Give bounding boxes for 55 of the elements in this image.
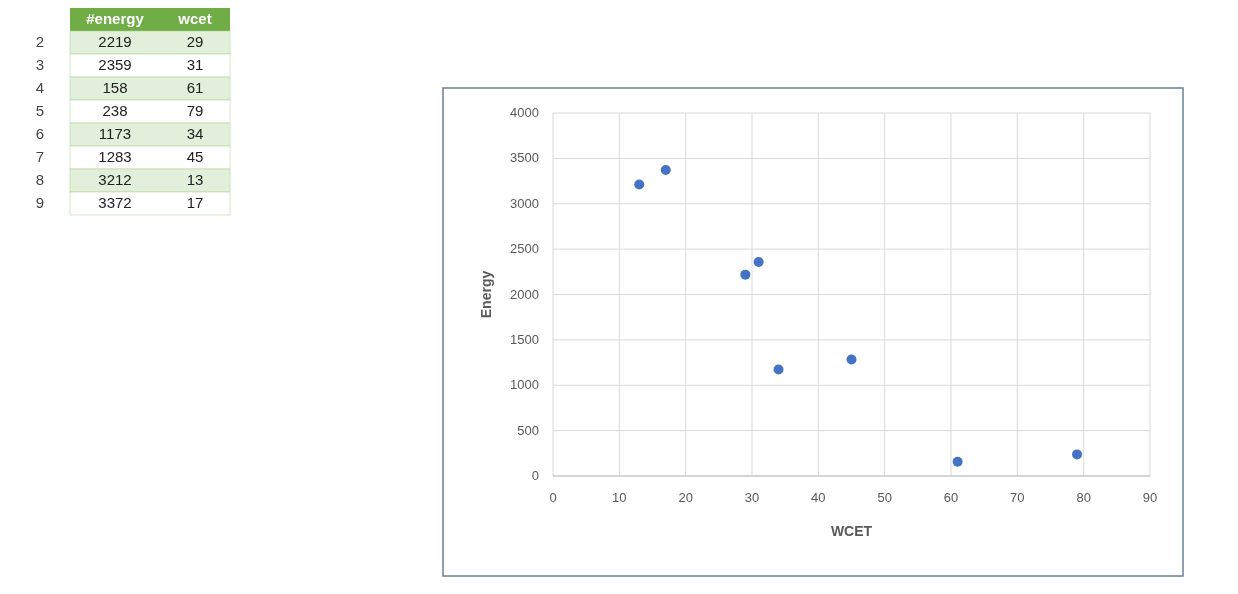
- data-label: 3212: [98, 171, 132, 188]
- y-tick-label: 7: [35, 148, 45, 165]
- x-tick-label: 40: [811, 490, 826, 505]
- point: [952, 456, 963, 467]
- point: [773, 364, 784, 375]
- y-tick-label: 4000: [510, 105, 539, 120]
- point: [753, 256, 764, 267]
- y-tick-label: 2: [35, 33, 45, 50]
- x-tick-label: 80: [1076, 490, 1091, 505]
- data-label: 238: [102, 102, 128, 119]
- data-label: 1283: [98, 148, 132, 165]
- x-tick-label: #energy: [86, 10, 145, 27]
- y-tick-label: 2500: [510, 241, 539, 257]
- x-tick-label: 70: [1010, 490, 1025, 505]
- x-tick-label: wcet: [177, 10, 212, 27]
- data-label: 61: [186, 79, 204, 96]
- y-tick-label: 5: [35, 102, 45, 119]
- point: [1072, 449, 1083, 460]
- data-label: 17: [186, 194, 204, 211]
- data-label: 34: [186, 125, 204, 142]
- y-tick-label: 1000: [510, 377, 539, 393]
- data-label: 1173: [98, 125, 132, 142]
- x-tick-label: 20: [678, 490, 693, 505]
- data-label: 29: [186, 33, 204, 50]
- data-label: 3372: [98, 194, 132, 211]
- x-tick-label: 90: [1142, 490, 1158, 505]
- y-tick-label: 500: [517, 422, 539, 438]
- y-tick-label: 3: [35, 56, 45, 73]
- y-tick-label: 0: [531, 468, 539, 483]
- data-label: 2359: [98, 56, 132, 73]
- x-tick-label: 10: [612, 490, 627, 505]
- y-tick-label: 4: [35, 79, 45, 96]
- y-tick-label: 3000: [510, 195, 539, 211]
- x-axis-title: WCET: [830, 523, 873, 539]
- data-label: 45: [186, 148, 204, 165]
- y-tick-label: 1500: [510, 331, 539, 347]
- x-tick-label: 30: [744, 490, 760, 505]
- y-axis-title: Energy: [478, 270, 494, 319]
- y-tick-label: 2000: [510, 286, 539, 302]
- y-tick-label: 3500: [510, 150, 539, 166]
- data-label: 79: [186, 102, 204, 119]
- data-label: 31: [186, 56, 204, 73]
- data-label: 13: [186, 171, 204, 188]
- point: [846, 354, 857, 365]
- point: [660, 164, 671, 175]
- data-label: 158: [102, 79, 128, 96]
- x-tick-label: 0: [549, 490, 557, 505]
- x-tick-label: 60: [943, 490, 959, 505]
- point: [634, 179, 645, 190]
- point: [740, 269, 751, 280]
- y-tick-label: 9: [35, 194, 45, 211]
- y-tick-label: 8: [35, 171, 45, 188]
- data-label: 2219: [98, 33, 132, 50]
- y-tick-label: 6: [35, 125, 45, 142]
- x-tick-label: 50: [877, 490, 892, 505]
